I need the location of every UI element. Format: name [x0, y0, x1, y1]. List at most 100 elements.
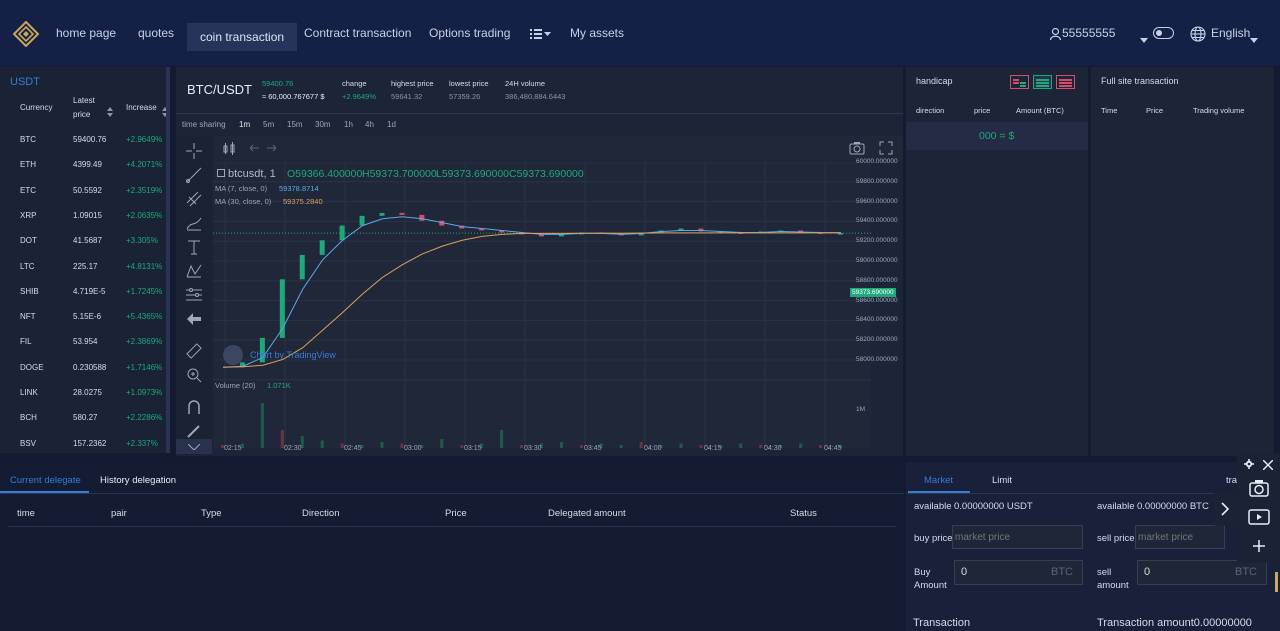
tab-limit[interactable]: Limit — [992, 475, 1013, 486]
zoom-icon[interactable] — [186, 367, 202, 383]
market-row[interactable]: XRP 1.09015 +2.0635% — [0, 209, 166, 223]
candles-style-icon[interactable] — [223, 142, 235, 155]
tf-1d[interactable]: 1d — [387, 120, 396, 129]
sell-price-input[interactable] — [1135, 525, 1225, 549]
camera-icon[interactable] — [849, 141, 865, 155]
market-row[interactable]: DOT 41.5687 +3.305% — [0, 234, 166, 248]
tab-market[interactable]: Market — [924, 475, 954, 486]
market-row[interactable]: FIL 53.954 +2.3869% — [0, 335, 166, 349]
tf-time-sharing[interactable]: time sharing — [182, 120, 226, 129]
nav-coin-transaction[interactable]: coin transaction — [187, 23, 298, 51]
market-row-price: 4399.49 — [73, 160, 102, 170]
market-title[interactable]: USDT — [10, 76, 40, 88]
time-axis-label: 02:45 — [344, 445, 362, 452]
logo-icon[interactable] — [13, 21, 39, 47]
market-row[interactable]: BSV 157.2362 +2.337% — [0, 437, 166, 451]
nav-contract-transaction[interactable]: Contract transaction — [304, 26, 412, 40]
pencil-lock-icon[interactable] — [186, 423, 202, 439]
market-row-currency: ETH — [20, 160, 36, 170]
nav-home[interactable]: home page — [56, 26, 117, 40]
tf-15m[interactable]: 15m — [287, 120, 303, 129]
text-icon[interactable] — [187, 239, 201, 255]
floating-toolbar-toggle[interactable] — [1213, 492, 1237, 526]
market-row[interactable]: BTC 59400.76 +2.9649% — [0, 133, 166, 147]
market-row[interactable]: SHIB 4.719E-5 +1.7245% — [0, 285, 166, 299]
fullscreen-icon[interactable] — [879, 141, 893, 155]
tab-tra[interactable]: tra — [1226, 475, 1238, 486]
buy-price-input[interactable] — [952, 525, 1083, 549]
user-id[interactable]: 55555555 — [1062, 26, 1116, 40]
magnet-icon[interactable] — [186, 399, 202, 415]
fib-icon[interactable] — [186, 191, 202, 207]
tradingview-logo-icon[interactable] — [223, 345, 243, 365]
time-axis[interactable]: 02:15 02:30 02:45 03:00 03:15 03:30 03:45 04:00… — [213, 445, 871, 456]
sort-icon[interactable] — [107, 104, 113, 122]
brush-icon[interactable] — [186, 215, 202, 231]
nav-my-assets[interactable]: My assets — [570, 26, 625, 40]
volume-bar — [599, 443, 603, 448]
tf-1m[interactable]: 1m — [239, 120, 251, 129]
candle — [718, 231, 724, 233]
market-row-currency: XRP — [20, 210, 37, 220]
collapse-legend-icon[interactable] — [217, 169, 225, 177]
globe-icon[interactable] — [1190, 26, 1206, 47]
video-record-icon[interactable] — [1248, 509, 1270, 525]
language-caret-icon[interactable] — [1250, 30, 1258, 48]
caret-down-icon[interactable] — [1140, 30, 1148, 48]
tf-5m[interactable]: 5m — [263, 120, 275, 129]
tf-4h[interactable]: 4h — [365, 120, 374, 129]
col-latest[interactable]: Latest — [73, 96, 95, 105]
tab-current-delegate[interactable]: Current delegate — [10, 475, 81, 486]
volume-bar — [480, 443, 484, 448]
crosshair-icon[interactable] — [186, 143, 202, 159]
candle — [678, 228, 684, 231]
candle — [379, 212, 385, 216]
depth-buy-icon[interactable] — [1033, 75, 1052, 89]
ticker-price: 59400.76 — [262, 79, 294, 88]
market-row[interactable]: BCH 580.27 +2.2286% — [0, 411, 166, 425]
tf-1h[interactable]: 1h — [344, 120, 353, 129]
menu-icon[interactable] — [530, 27, 552, 39]
toolbar-collapse[interactable] — [176, 439, 212, 454]
buy-amount-input[interactable]: 0 BTC — [954, 560, 1083, 585]
price-chart[interactable]: btcusdt, 1 O59366.400000 H59373.700000 L… — [213, 161, 871, 448]
depth-sell-icon[interactable] — [1056, 75, 1075, 89]
redo-icon[interactable] — [267, 144, 276, 152]
back-arrow-icon[interactable] — [187, 313, 201, 325]
trend-line-icon[interactable] — [186, 167, 202, 183]
sell-amount-input[interactable]: 0 BTC — [1137, 560, 1267, 585]
scroll-handle[interactable] — [1275, 572, 1278, 592]
tab-history-delegation[interactable]: History delegation — [100, 475, 177, 486]
pattern-icon[interactable] — [186, 263, 202, 279]
market-row[interactable]: NFT 5.15E-6 +5.4365% — [0, 310, 166, 324]
market-row[interactable]: DOGE 0.230588 +1.7146% — [0, 361, 166, 375]
plus-icon[interactable] — [1253, 540, 1265, 552]
market-row[interactable]: ETC 50.5592 +2.3519% — [0, 184, 166, 198]
undo-icon[interactable] — [250, 144, 259, 152]
prediction-icon[interactable] — [186, 287, 202, 303]
user-icon[interactable] — [1049, 27, 1062, 45]
price-axis[interactable]: 60000.000000 59800.000000 59600.000000 5940… — [848, 158, 903, 448]
language-selector[interactable]: English — [1211, 26, 1251, 40]
market-scrollbar[interactable] — [166, 67, 170, 453]
screenshot-icon[interactable] — [1249, 479, 1269, 497]
price-axis-label: 58600.000000 — [856, 296, 898, 304]
depth-both-icon[interactable] — [1010, 75, 1029, 89]
tradingview-watermark[interactable]: Chart by TradingView — [250, 350, 336, 360]
market-row-currency: BCH — [20, 413, 37, 423]
tf-30m[interactable]: 30m — [315, 120, 331, 129]
nav-options-trading[interactable]: Options trading — [429, 26, 511, 40]
chart-svg[interactable] — [213, 161, 871, 448]
close-icon[interactable] — [1263, 460, 1273, 470]
market-row-currency: BTC — [20, 135, 36, 144]
nav-quotes[interactable]: quotes — [138, 26, 175, 40]
market-row[interactable]: LINK 28.0275 +1.0973% — [0, 386, 166, 400]
theme-toggle[interactable] — [1153, 27, 1174, 39]
gear-icon[interactable] — [1244, 459, 1254, 469]
candle — [838, 233, 843, 235]
time-axis-label: 03:45 — [584, 445, 602, 452]
market-row[interactable]: ETH 4399.49 +4.2071% — [0, 158, 166, 172]
market-row[interactable]: LTC 225.17 +4.8131% — [0, 260, 166, 274]
col-increase[interactable]: Increase — [126, 103, 157, 112]
ruler-icon[interactable] — [186, 343, 202, 359]
